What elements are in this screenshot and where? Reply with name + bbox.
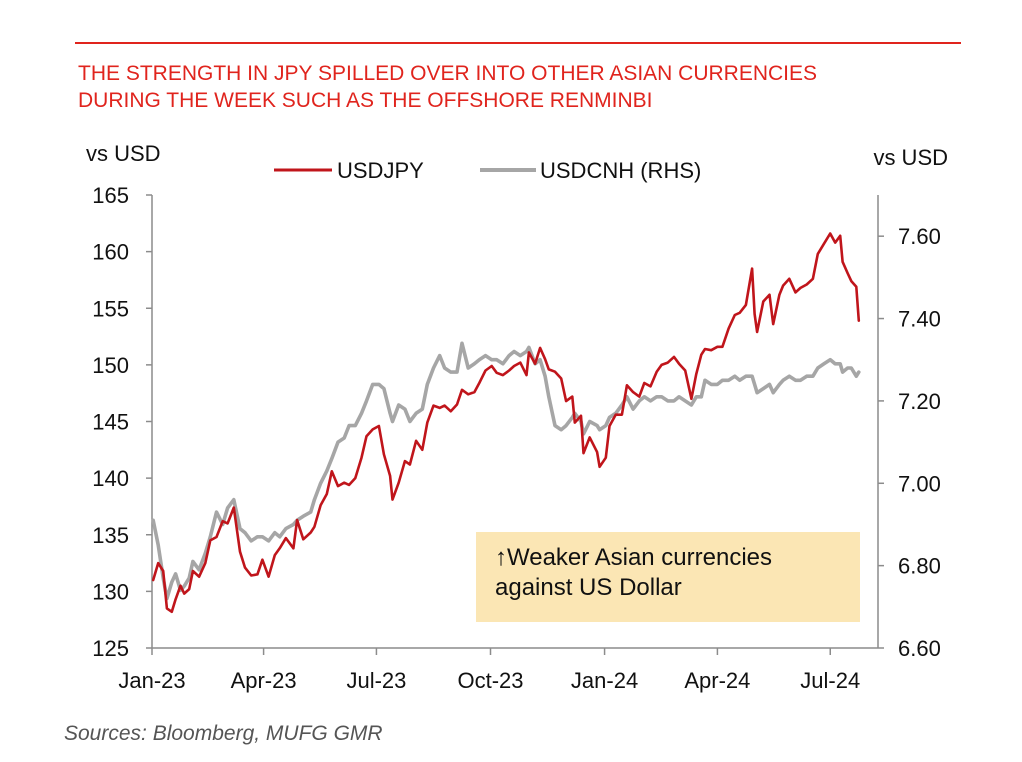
legend-usdcnh-label: USDCNH (RHS) [540,158,701,183]
usdcnh-line [151,341,861,601]
left-axis-tick-label: 145 [92,410,129,435]
left-axis-tick-label: 165 [92,183,129,208]
left-axis-tick-label: 160 [92,240,129,265]
x-axis-tick-label: Apr-24 [684,668,750,693]
annotation-box [476,532,860,622]
y-left-axis-label: vs USD [86,141,161,166]
left-axis-tick-label: 155 [92,296,129,321]
source-note: Sources: Bloomberg, MUFG GMR [64,722,383,745]
usdjpy-line [151,232,861,614]
x-axis-tick-label: Jul-23 [346,668,406,693]
left-axis-tick-label: 150 [92,353,129,378]
legend-usdjpy-label: USDJPY [337,158,424,183]
right-axis-tick-label: 7.20 [898,389,941,414]
x-axis-tick-label: Oct-23 [457,668,523,693]
right-y-axis: 6.60 6.80 7.00 7.20 7.40 7.60 [877,195,941,661]
title-rule [75,42,961,44]
chart-title-line-1: THE STRENGTH IN JPY SPILLED OVER INTO OT… [78,62,818,85]
left-axis-tick-label: 140 [92,466,129,491]
right-axis-tick-label: 7.60 [898,224,941,249]
chart-title-line-2: DURING THE WEEK SUCH AS THE OFFSHORE REN… [78,89,653,112]
y-right-axis-label: vs USD [873,145,948,170]
series-layer [151,232,861,614]
annotation-line-1: ↑Weaker Asian currencies [495,544,773,571]
x-axis-tick-label: Apr-23 [231,668,297,693]
left-y-axis: 125 130 135 140 145 150 155 160 165 [92,183,153,661]
right-axis-tick-label: 7.40 [898,307,941,332]
x-axis-tick-label: Jan-24 [571,668,638,693]
right-axis-tick-label: 7.00 [898,471,941,496]
right-axis-tick-label: 6.80 [898,554,941,579]
x-axis-tick-label: Jan-23 [118,668,185,693]
x-axis-tick-label: Jul-24 [800,668,860,693]
legend: USDJPY USDCNH (RHS) [274,158,701,183]
left-axis-tick-label: 135 [92,523,129,548]
annotation-text: ↑Weaker Asian currencies against US Doll… [495,543,855,603]
left-axis-tick-label: 125 [92,636,129,661]
chart-title: THE STRENGTH IN JPY SPILLED OVER INTO OT… [78,60,958,114]
left-axis-tick-label: 130 [92,579,129,604]
right-axis-tick-label: 6.60 [898,636,941,661]
annotation-line-2: against US Dollar [495,574,682,601]
x-axis: Jan-23 Apr-23 Jul-23 Oct-23 Jan-24 Apr-24 Jul-… [118,647,878,693]
